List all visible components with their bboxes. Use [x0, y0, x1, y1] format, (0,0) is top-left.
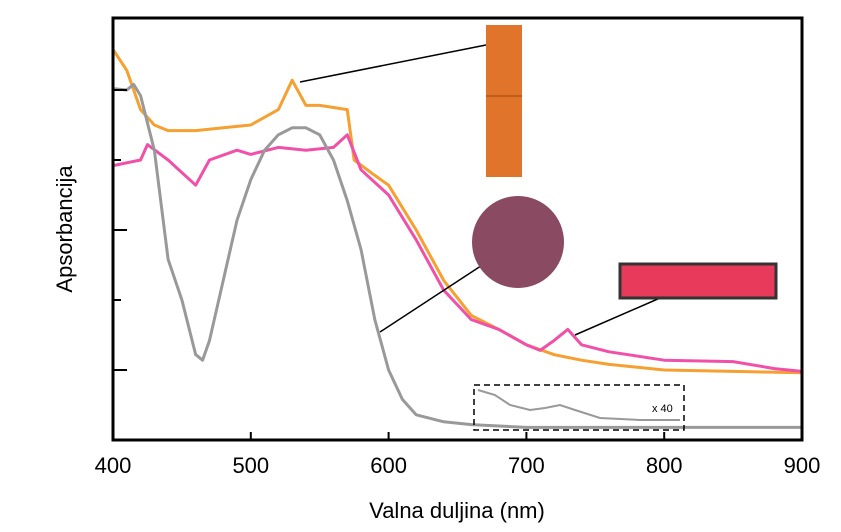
x-tick-label: 600	[370, 453, 407, 478]
annotation: x 40	[652, 403, 673, 415]
crystal-image	[486, 25, 522, 177]
plot-frame	[111, 16, 804, 442]
insets	[299, 25, 778, 431]
film-image	[618, 262, 778, 300]
x-tick-label: 800	[646, 453, 683, 478]
x-tick-label: 400	[95, 453, 132, 478]
series-line	[111, 48, 803, 375]
disc-image	[472, 196, 564, 288]
x-axis-label: Valna duljina (nm)	[369, 498, 545, 523]
x-tick-label: 700	[508, 453, 545, 478]
zoom-trace	[477, 389, 680, 421]
plot-area	[111, 48, 803, 429]
x-tick-label: 900	[784, 453, 821, 478]
y-axis-label: Apsorbancija	[52, 165, 77, 293]
series-line	[112, 82, 802, 429]
pointer	[379, 259, 491, 333]
pointer	[299, 44, 487, 83]
x-tick-label: 500	[232, 453, 269, 478]
pointer	[574, 297, 661, 336]
zoom-box	[473, 384, 685, 431]
series-line	[112, 133, 803, 373]
